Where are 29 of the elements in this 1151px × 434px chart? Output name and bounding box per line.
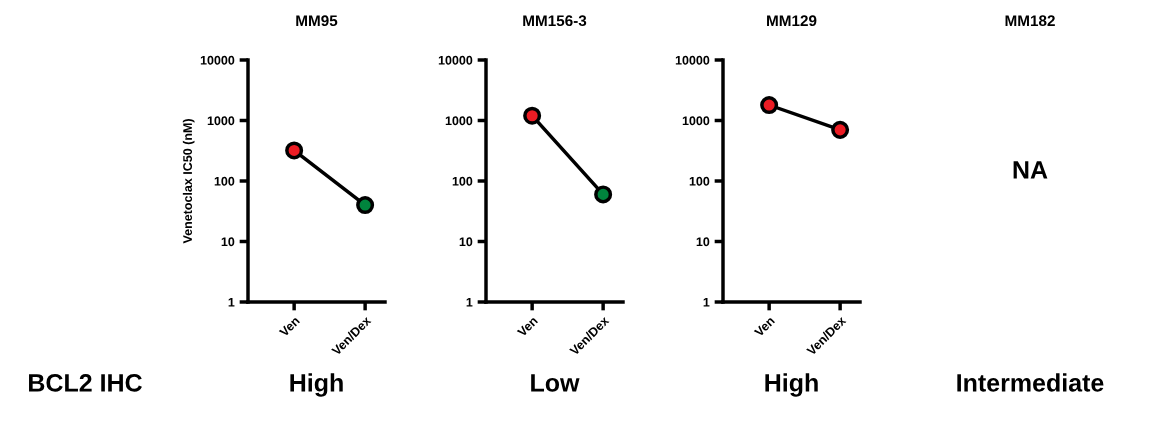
y-tick-label: 100 [689, 176, 710, 186]
x-tick-label: Ven [516, 316, 539, 338]
text: NA [1013, 161, 1048, 179]
y-tick-label: 1000 [682, 116, 710, 126]
x-tick-label: Ven [753, 316, 776, 338]
y-axis-title: Venetoclax IC50 (nM) [182, 119, 195, 244]
y-tick-label: 100 [214, 176, 235, 186]
y-tick-label: 10 [459, 237, 473, 247]
y-tick-label: 10000 [675, 55, 710, 65]
y-tick-label: 1 [228, 297, 235, 307]
text: High [765, 373, 818, 397]
y-tick-label: 1000 [207, 116, 235, 126]
text: Intermediate [957, 373, 1104, 392]
y-tick-label: 1000 [445, 116, 473, 126]
y-tick-label: 10 [221, 237, 235, 247]
text: Low [531, 374, 580, 392]
chart-title: MM95 [296, 15, 338, 27]
text: High [290, 373, 343, 397]
y-tick-label: 100 [452, 176, 473, 186]
y-tick-label: 10000 [438, 55, 473, 65]
y-tick-label: 1 [466, 297, 473, 307]
text: MM182 [1005, 15, 1055, 27]
y-tick-label: 1 [703, 297, 710, 307]
y-tick-label: 10000 [200, 55, 235, 65]
y-tick-label: 10 [696, 237, 710, 247]
chart-title: MM129 [767, 15, 817, 27]
x-tick-label: Ven [278, 316, 301, 338]
text: BCL2 IHC [29, 374, 142, 392]
chart-title: MM156-3 [523, 15, 587, 27]
